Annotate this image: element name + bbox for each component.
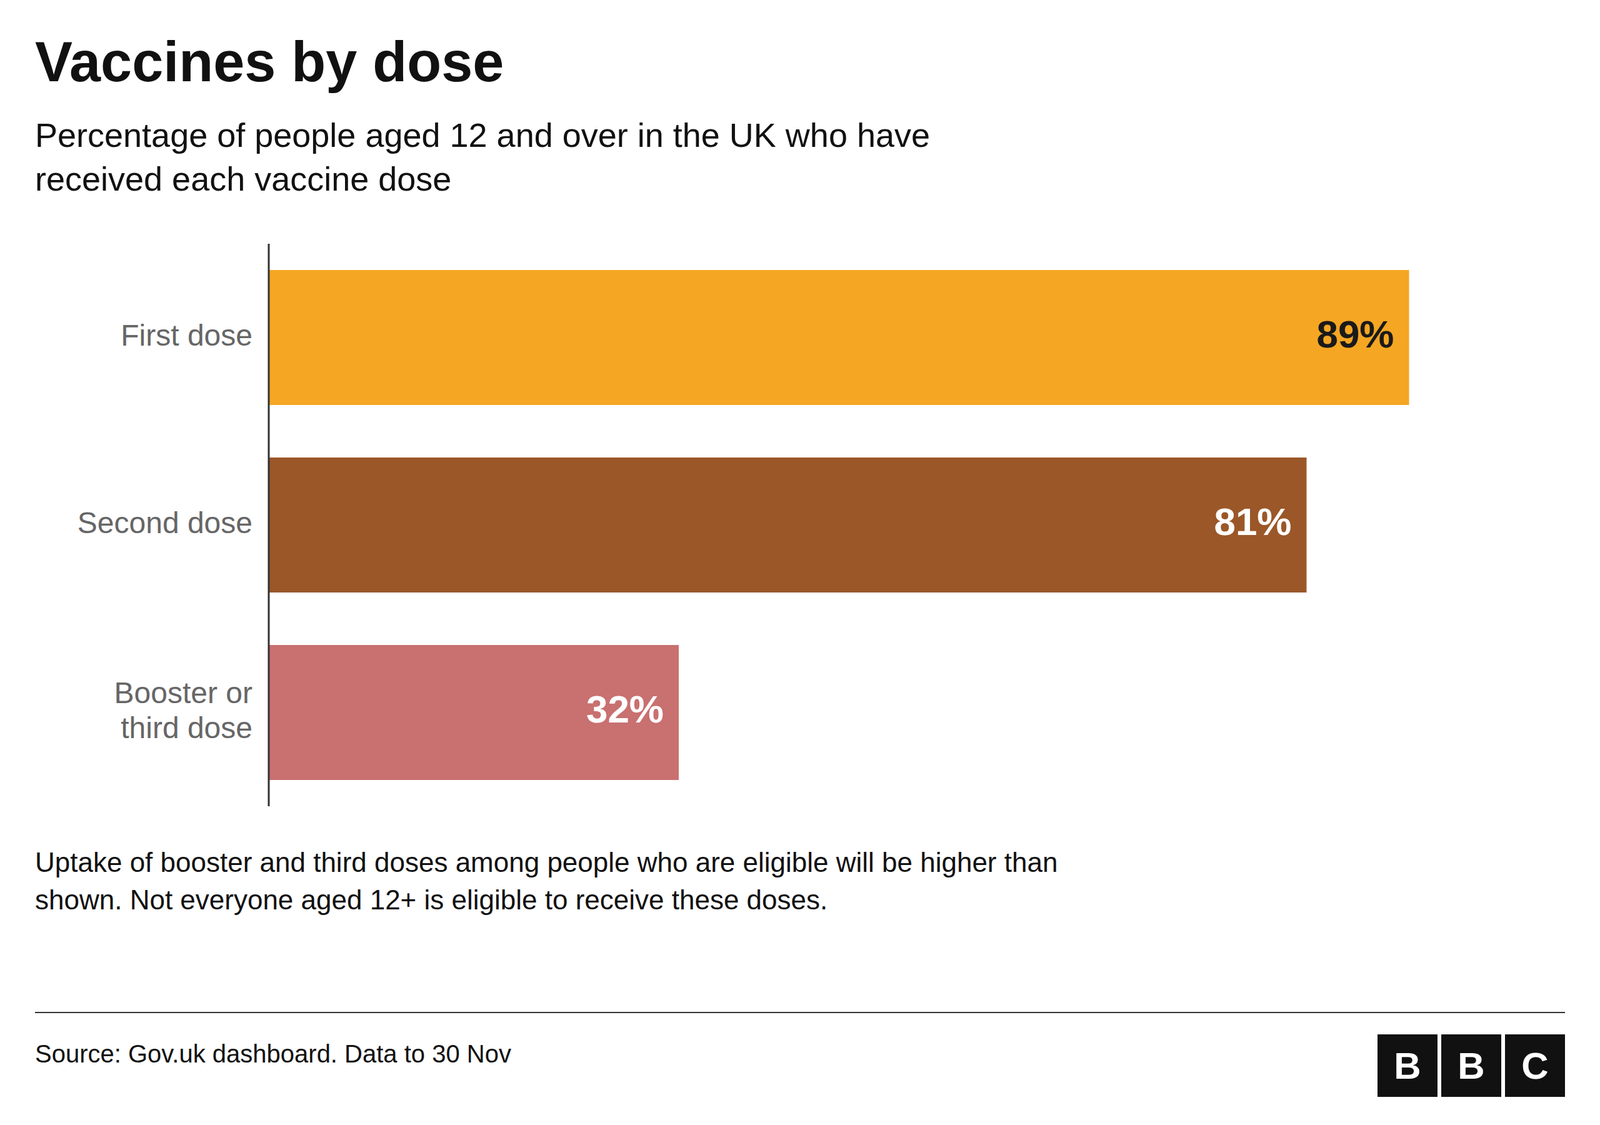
chart-svg: Vaccines by dose Percentage of people age…: [0, 0, 1600, 1125]
data-labels: 89% 81% 32%: [586, 312, 1395, 731]
category-labels: First dose Second dose Booster orthird dos…: [77, 318, 253, 745]
bar: [268, 645, 679, 780]
text-line: Booster or: [114, 676, 253, 710]
footnote: Uptake of booster and third doses among …: [35, 846, 1058, 915]
logo-box: [1505, 1034, 1565, 1097]
data-label: 81%: [1213, 500, 1292, 544]
text-line: Uptake of booster and third doses among …: [35, 846, 1058, 878]
text-line: third dose: [120, 711, 253, 745]
text-line: First dose: [120, 318, 253, 352]
text-line: Second dose: [77, 506, 253, 540]
text-line: received each vaccine dose: [35, 160, 452, 198]
data-label: 89%: [1316, 312, 1394, 356]
logo-letter: B: [1393, 1045, 1421, 1087]
category-label: First dose: [120, 318, 253, 352]
chart-container: Vaccines by dose Percentage of people age…: [0, 0, 1600, 1125]
text-line: Percentage of people aged 12 and over in…: [35, 116, 930, 154]
separator: [35, 1011, 1565, 1014]
y-axis-line: [268, 243, 270, 807]
logo-letter: B: [1457, 1045, 1485, 1087]
data-label: 32%: [586, 687, 664, 731]
category-label: Second dose: [77, 506, 253, 540]
title: Vaccines by dose: [35, 30, 504, 94]
category-label: Booster orthird dose: [114, 676, 253, 745]
logo-box: [1377, 1034, 1438, 1097]
logo-letter: C: [1521, 1045, 1549, 1087]
background: [0, 0, 1600, 1125]
bar: [268, 457, 1307, 593]
subtitle: Percentage of people aged 12 and over in…: [35, 116, 930, 198]
bar: [268, 270, 1410, 405]
text-line: shown. Not everyone aged 12+ is eligible…: [35, 884, 828, 915]
logo-box: [1441, 1034, 1502, 1097]
bars: [268, 270, 1410, 780]
source: Source: Gov.uk dashboard. Data to 30 Nov: [35, 1040, 512, 1068]
logo: BBC: [1377, 1034, 1565, 1097]
